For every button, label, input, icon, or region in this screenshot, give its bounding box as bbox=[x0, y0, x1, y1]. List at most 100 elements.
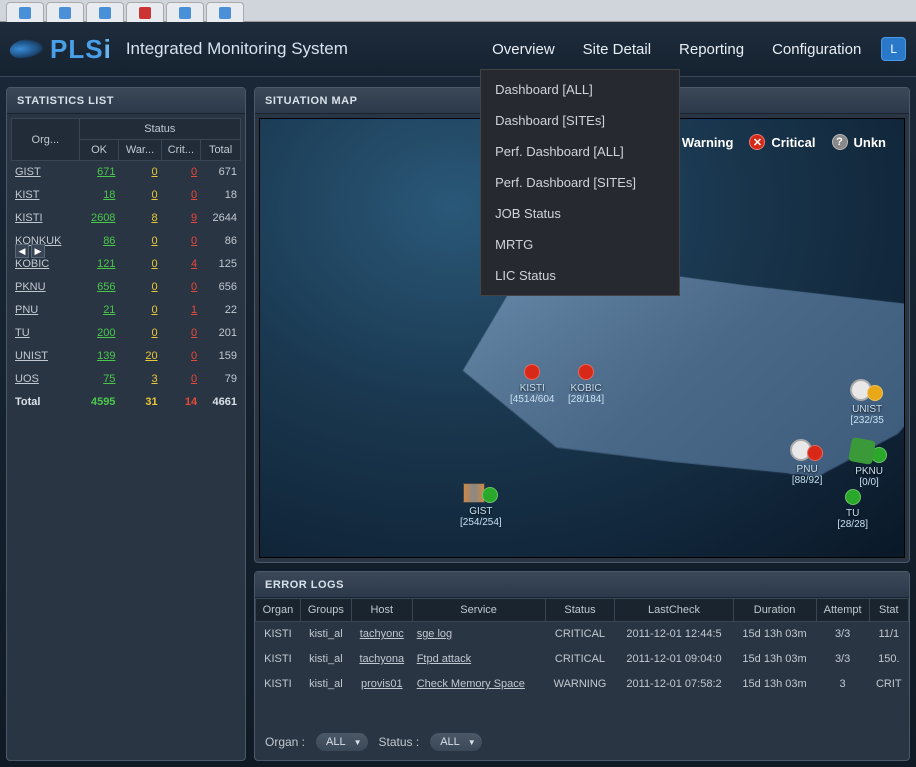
crit-count[interactable]: 0 bbox=[191, 166, 197, 178]
node-pknu-stat: [0/0] bbox=[850, 477, 888, 488]
cell-stat2: CRIT bbox=[869, 672, 908, 697]
service-link[interactable]: sge log bbox=[417, 628, 452, 640]
org-link[interactable]: UOS bbox=[15, 373, 39, 385]
map-node-tu[interactable]: TU [28/28] bbox=[837, 489, 868, 530]
nav-overview[interactable]: Overview Dashboard [ALL] Dashboard [SITE… bbox=[492, 41, 555, 58]
node-kisti-stat: [4514/604 bbox=[510, 394, 555, 405]
col-attempt[interactable]: Attempt bbox=[816, 599, 869, 622]
col-groups[interactable]: Groups bbox=[300, 599, 351, 622]
org-link[interactable]: PNU bbox=[15, 304, 38, 316]
warn-count[interactable]: 0 bbox=[151, 327, 157, 339]
warn-count[interactable]: 20 bbox=[145, 350, 157, 362]
dropdown-item-perf-all[interactable]: Perf. Dashboard [ALL] bbox=[481, 136, 679, 167]
host-link[interactable]: tachyonc bbox=[360, 628, 404, 640]
warn-count[interactable]: 8 bbox=[151, 212, 157, 224]
map-node-pknu[interactable]: PKNU [0/0] bbox=[850, 439, 888, 488]
map-node-unist[interactable]: UNIST [232/35 bbox=[850, 379, 884, 426]
service-link[interactable]: Check Memory Space bbox=[417, 678, 525, 690]
ok-count[interactable]: 200 bbox=[97, 327, 115, 339]
warn-count[interactable]: 0 bbox=[151, 166, 157, 178]
col-ok[interactable]: OK bbox=[79, 140, 119, 161]
col-status[interactable]: Status bbox=[545, 599, 615, 622]
org-link[interactable]: KOBIC bbox=[15, 258, 49, 270]
warn-count[interactable]: 0 bbox=[151, 258, 157, 270]
warn-count[interactable]: 0 bbox=[151, 304, 157, 316]
dropdown-item-perf-sites[interactable]: Perf. Dashboard [SITEs] bbox=[481, 167, 679, 198]
org-link[interactable]: KISTI bbox=[15, 212, 43, 224]
crit-count[interactable]: 4 bbox=[191, 258, 197, 270]
dropdown-item-job-status[interactable]: JOB Status bbox=[481, 198, 679, 229]
ok-count[interactable]: 86 bbox=[103, 235, 115, 247]
warn-count[interactable]: 0 bbox=[151, 235, 157, 247]
col-duration[interactable]: Duration bbox=[733, 599, 816, 622]
org-link[interactable]: PKNU bbox=[15, 281, 46, 293]
logo-brand: PLS bbox=[50, 34, 104, 64]
col-crit[interactable]: Crit... bbox=[161, 140, 201, 161]
browser-tab[interactable] bbox=[166, 2, 204, 22]
browser-tab[interactable] bbox=[6, 2, 44, 22]
nav-site-detail[interactable]: Site Detail bbox=[583, 41, 651, 58]
col-total[interactable]: Total bbox=[201, 140, 241, 161]
node-pnu-stat: [88/92] bbox=[790, 475, 824, 486]
dropdown-item-mrtg[interactable]: MRTG bbox=[481, 229, 679, 260]
col-org[interactable]: Org... bbox=[12, 119, 80, 161]
crit-count[interactable]: 0 bbox=[191, 281, 197, 293]
tab-icon bbox=[219, 7, 231, 19]
ok-count[interactable]: 139 bbox=[97, 350, 115, 362]
error-logs-body: Organ Groups Host Service Status LastChe… bbox=[255, 598, 909, 724]
org-link[interactable]: KIST bbox=[15, 189, 39, 201]
statistics-panel-title: STATISTICS LIST bbox=[7, 88, 245, 114]
next-arrow-icon[interactable]: ▶ bbox=[31, 244, 45, 258]
warn-count[interactable]: 3 bbox=[151, 373, 157, 385]
service-link[interactable]: Ftpd attack bbox=[417, 653, 471, 665]
browser-tab[interactable] bbox=[86, 2, 124, 22]
nav-configuration[interactable]: Configuration bbox=[772, 41, 861, 58]
ok-count[interactable]: 671 bbox=[97, 166, 115, 178]
col-lastcheck[interactable]: LastCheck bbox=[615, 599, 733, 622]
login-button[interactable]: L bbox=[881, 37, 906, 61]
host-link[interactable]: provis01 bbox=[361, 678, 403, 690]
map-node-kisti[interactable]: KISTI [4514/604 bbox=[510, 364, 555, 405]
ok-count[interactable]: 2608 bbox=[91, 212, 115, 224]
col-service[interactable]: Service bbox=[412, 599, 545, 622]
browser-tab[interactable] bbox=[206, 2, 244, 22]
browser-tab[interactable] bbox=[126, 2, 164, 22]
map-node-pnu[interactable]: PNU [88/92] bbox=[790, 439, 824, 486]
warn-count[interactable]: 0 bbox=[151, 189, 157, 201]
empty-row bbox=[12, 544, 241, 570]
ok-count[interactable]: 75 bbox=[103, 373, 115, 385]
dropdown-item-dashboard-sites[interactable]: Dashboard [SITEs] bbox=[481, 105, 679, 136]
node-badge-critical-icon bbox=[578, 364, 594, 380]
warn-count[interactable]: 0 bbox=[151, 281, 157, 293]
ok-count[interactable]: 18 bbox=[103, 189, 115, 201]
crit-count[interactable]: 0 bbox=[191, 373, 197, 385]
ok-count[interactable]: 656 bbox=[97, 281, 115, 293]
crit-count[interactable]: 0 bbox=[191, 189, 197, 201]
col-host[interactable]: Host bbox=[351, 599, 412, 622]
browser-tab[interactable] bbox=[46, 2, 84, 22]
nav-reporting[interactable]: Reporting bbox=[679, 41, 744, 58]
org-link[interactable]: GIST bbox=[15, 166, 41, 178]
crit-count[interactable]: 9 bbox=[191, 212, 197, 224]
host-link[interactable]: tachyona bbox=[359, 653, 404, 665]
crit-count[interactable]: 0 bbox=[191, 350, 197, 362]
total-count: 201 bbox=[201, 322, 241, 345]
map-node-gist[interactable]: GIST [254/254] bbox=[460, 479, 502, 528]
org-link[interactable]: TU bbox=[15, 327, 30, 339]
filter-organ-select[interactable]: ALL▼ bbox=[315, 732, 369, 752]
prev-arrow-icon[interactable]: ◀ bbox=[15, 244, 29, 258]
browser-tab-strip bbox=[0, 0, 916, 22]
dropdown-item-lic-status[interactable]: LIC Status bbox=[481, 260, 679, 291]
crit-count[interactable]: 0 bbox=[191, 235, 197, 247]
ok-count[interactable]: 21 bbox=[103, 304, 115, 316]
col-war[interactable]: War... bbox=[119, 140, 161, 161]
col-organ[interactable]: Organ bbox=[256, 599, 301, 622]
col-stat2[interactable]: Stat bbox=[869, 599, 908, 622]
crit-count[interactable]: 0 bbox=[191, 327, 197, 339]
crit-count[interactable]: 1 bbox=[191, 304, 197, 316]
filter-status-select[interactable]: ALL▼ bbox=[429, 732, 483, 752]
map-node-kobic[interactable]: KOBIC [28/184] bbox=[568, 364, 604, 405]
ok-count[interactable]: 121 bbox=[97, 258, 115, 270]
org-link[interactable]: UNIST bbox=[15, 350, 48, 362]
dropdown-item-dashboard-all[interactable]: Dashboard [ALL] bbox=[481, 74, 679, 105]
